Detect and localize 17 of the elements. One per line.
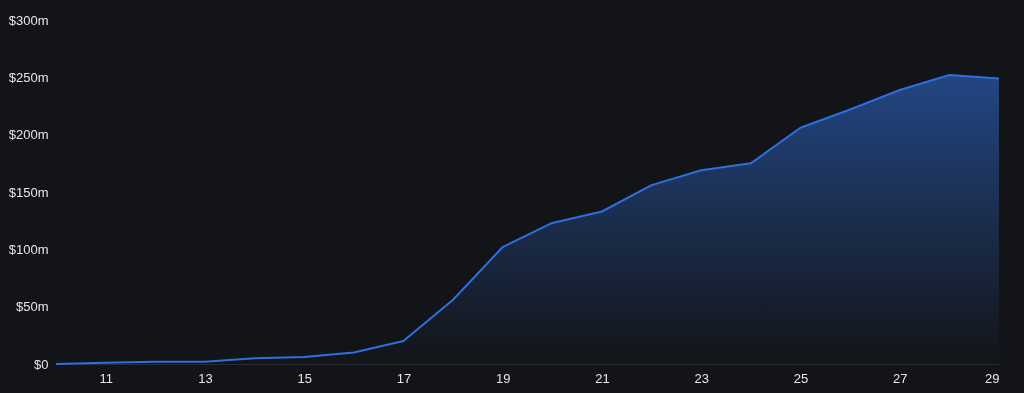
x-tick-label: 25 [793, 370, 809, 386]
y-tick-label: $50m [15, 299, 49, 315]
y-tick-label: $100m [8, 241, 49, 257]
x-tick-label: 23 [694, 370, 709, 386]
y-tick-label: $150m [8, 184, 49, 200]
x-tick-label: 21 [595, 370, 610, 386]
x-tick-label: 15 [297, 370, 312, 386]
x-tick-label: 13 [198, 370, 213, 386]
x-tick-label: 29 [985, 370, 1000, 386]
y-tick-label: $200m [8, 127, 49, 143]
y-tick-label: $0 [34, 356, 49, 372]
y-tick-label: $250m [8, 69, 49, 85]
y-tick-label: $300m [8, 12, 49, 28]
x-tick-label: 17 [396, 370, 412, 386]
x-tick-label: 27 [893, 370, 908, 386]
x-tick-label: 19 [495, 370, 511, 386]
x-tick-label: 11 [99, 370, 113, 386]
